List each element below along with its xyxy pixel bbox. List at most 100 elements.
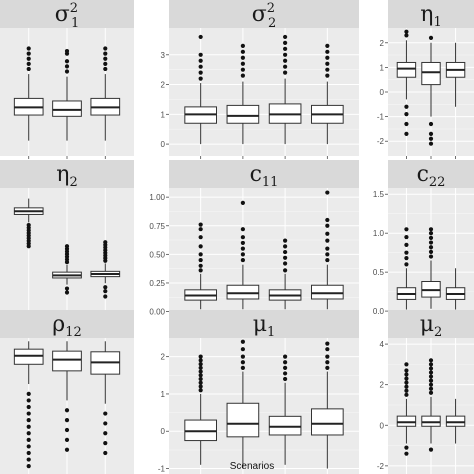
panel-strip	[0, 0, 134, 28]
outlier-point	[26, 424, 31, 429]
panel-title: μ2	[420, 312, 443, 340]
outlier-point	[404, 362, 409, 367]
outlier-point	[428, 249, 434, 254]
outlier-point	[428, 382, 434, 387]
outlier-point	[198, 354, 203, 359]
outlier-point	[283, 360, 288, 365]
outlier-point	[198, 227, 203, 232]
outlier-point	[103, 289, 108, 294]
y-tick-label: 3	[161, 51, 166, 60]
outlier-point	[64, 59, 70, 64]
box-iqr	[52, 350, 82, 372]
outlier-point	[325, 238, 330, 243]
panel-title: μ1	[253, 312, 276, 340]
outlier-point	[198, 373, 203, 378]
y-tick-label: 1	[380, 63, 385, 72]
y-tick-label: 1	[161, 110, 166, 119]
panel-4: η2(II)(III)(IV)	[0, 160, 134, 329]
panel-title-subscript: 2	[434, 325, 442, 340]
outlier-point	[325, 246, 330, 251]
outlier-point	[283, 58, 288, 63]
outlier-point	[198, 222, 203, 227]
outlier-point	[325, 360, 330, 365]
panel-title: η1	[420, 2, 441, 30]
y-tick-label: 0	[380, 88, 385, 97]
outlier-point	[26, 418, 31, 423]
outlier-point	[325, 231, 330, 236]
outlier-point	[198, 362, 203, 367]
outlier-point	[404, 256, 409, 261]
panel-title-subscript: 2	[69, 175, 77, 190]
outlier-point	[428, 35, 434, 40]
outlier-point	[103, 46, 108, 51]
outlier-point	[283, 376, 288, 382]
outlier-point	[283, 70, 288, 75]
outlier-point	[428, 366, 434, 371]
panel-title-subscript: 22	[429, 175, 446, 190]
panel-title: c22	[417, 162, 446, 190]
outlier-point	[240, 347, 245, 352]
panel-title-symbol: μ	[253, 312, 267, 337]
outlier-point	[103, 51, 108, 56]
y-tick-label: -1	[377, 113, 385, 122]
outlier-point	[404, 451, 409, 456]
outlier-point	[26, 391, 31, 396]
outlier-point	[325, 190, 330, 195]
outlier-point	[428, 235, 434, 240]
panel-strip	[388, 310, 474, 338]
panel-title: σ2 2	[252, 1, 277, 31]
outlier-point	[240, 246, 245, 251]
outlier-point	[26, 46, 31, 51]
panel-title-symbol: η	[420, 2, 433, 27]
outlier-point	[198, 52, 203, 57]
outlier-point	[283, 64, 288, 69]
outlier-point	[404, 388, 409, 393]
panel-title-symbol: μ	[420, 312, 434, 337]
outlier-point	[428, 447, 434, 452]
panel-1: σ21(II)(III)(IV)	[0, 0, 134, 170]
y-tick-label: 2	[161, 353, 166, 362]
outlier-point	[283, 34, 288, 40]
outlier-point	[240, 235, 245, 240]
y-tick-label: -2	[377, 137, 385, 146]
outlier-point	[198, 58, 203, 63]
outlier-point	[240, 73, 245, 78]
outlier-point	[428, 227, 434, 232]
outlier-point	[404, 368, 409, 373]
y-tick-label: 0.00	[149, 308, 165, 317]
outlier-point	[240, 354, 245, 359]
y-tick-label: 0	[380, 421, 385, 430]
outlier-point	[428, 370, 434, 375]
y-tick-label: 0.75	[149, 222, 165, 231]
outlier-point	[428, 231, 434, 236]
panel-title-subscript: 1	[267, 325, 275, 340]
outlier-point	[325, 347, 330, 352]
outlier-point	[428, 245, 434, 250]
panel-title: η2	[56, 162, 77, 190]
panel-title-symbol: η	[56, 162, 69, 187]
panel-title-superscript: 2	[267, 1, 275, 16]
outlier-point	[64, 290, 70, 295]
outlier-point	[26, 56, 31, 61]
outlier-point	[103, 431, 108, 436]
outlier-point	[64, 408, 70, 413]
outlier-point	[404, 121, 409, 127]
panel-title-symbol: c	[250, 162, 262, 187]
outlier-point	[404, 33, 409, 38]
outlier-point	[26, 244, 31, 249]
outlier-point	[240, 240, 245, 246]
outlier-point	[26, 444, 31, 449]
y-tick-label: 0.5	[373, 268, 385, 277]
outlier-point	[240, 61, 245, 66]
outlier-point	[26, 51, 31, 56]
outlier-point	[103, 56, 108, 61]
outlier-point	[64, 69, 70, 74]
outlier-point	[103, 240, 108, 245]
box-iqr	[396, 61, 417, 78]
